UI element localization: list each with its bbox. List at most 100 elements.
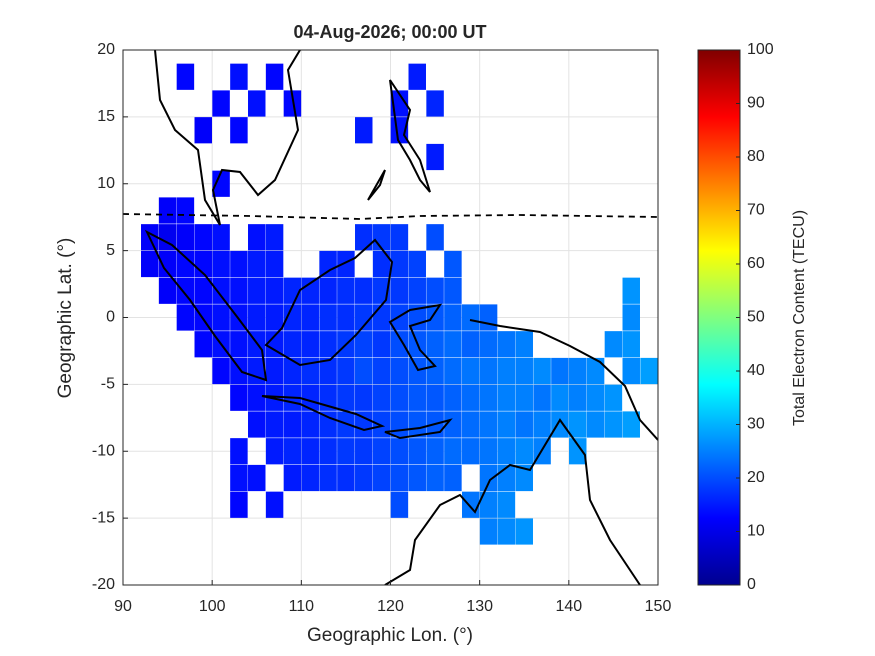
tec-cell (497, 357, 516, 385)
tec-cell (426, 464, 444, 492)
tec-cell (604, 331, 623, 358)
coast-borneo (264, 238, 394, 367)
tec-cell (319, 277, 337, 304)
colorbar-tick-label: 70 (747, 202, 765, 219)
tec-cell (230, 464, 248, 492)
tec-cell (158, 197, 177, 224)
tec-cell (479, 438, 498, 465)
tec-cell (230, 384, 248, 411)
tec-cell (426, 331, 444, 358)
tec-cell (479, 357, 498, 385)
coast-palawan (367, 169, 386, 201)
tec-cell (408, 63, 426, 90)
tec-cell (283, 331, 302, 358)
tec-cell (515, 331, 533, 358)
colorbar-tick-label: 60 (747, 255, 765, 272)
tec-cell (194, 331, 212, 358)
tec-cell (301, 464, 319, 492)
tec-cell (444, 331, 462, 358)
tec-cell (337, 250, 355, 278)
tec-cell (283, 411, 302, 438)
tec-cell (408, 357, 426, 385)
tec-cell (194, 117, 212, 144)
coast-sumatra (144, 229, 268, 382)
tec-cell (248, 277, 266, 304)
tec-cell (265, 250, 284, 278)
tec-cell (355, 384, 373, 411)
colorbar-tick-label: 30 (747, 416, 765, 433)
tec-cell (176, 224, 195, 251)
tec-cell (158, 277, 177, 304)
tec-cell (444, 384, 462, 411)
tec-cell (462, 411, 480, 438)
tec-cell (230, 491, 248, 518)
tec-cell (283, 90, 302, 117)
tec-cell (533, 384, 551, 411)
tec-cell (212, 277, 230, 304)
tec-cell (265, 331, 284, 358)
tec-cell (319, 304, 337, 331)
tec-cell (248, 250, 266, 278)
tec-cell (551, 384, 569, 411)
tec-cell (497, 438, 516, 465)
tec-cell (337, 304, 355, 331)
tec-cell (604, 384, 623, 411)
tec-cell (390, 277, 409, 304)
tec-cell (462, 331, 480, 358)
tec-cell (479, 384, 498, 411)
coast-sulawesi (388, 303, 443, 372)
tec-cell (230, 277, 248, 304)
tec-cell (515, 384, 533, 411)
tec-cell (265, 438, 284, 465)
colorbar-tick-label: 80 (747, 148, 765, 165)
tec-cell (408, 384, 426, 411)
tec-cell (586, 357, 605, 385)
tec-cell (176, 63, 195, 90)
tec-cell (462, 384, 480, 411)
y-tick-label: 0 (106, 309, 115, 326)
tec-cell (444, 411, 462, 438)
x-tick-label: 110 (289, 598, 315, 615)
y-tick-label: 5 (106, 242, 115, 259)
tec-cell (230, 438, 248, 465)
colorbar-tick-label: 50 (747, 309, 765, 326)
coast-java (261, 395, 386, 432)
tec-cell (301, 331, 319, 358)
tec-cell (569, 411, 587, 438)
coast-philippines (389, 79, 431, 193)
tec-cell (390, 224, 409, 251)
tec-cell (265, 63, 284, 90)
tec-cell (372, 438, 391, 465)
tec-cell (248, 224, 266, 251)
tec-cell (372, 464, 391, 492)
tec-cell (462, 438, 480, 465)
tec-cell (569, 438, 587, 465)
tec-cell (176, 304, 195, 331)
tec-cell (515, 464, 533, 492)
tec-cell (426, 224, 444, 251)
tec-cell (301, 304, 319, 331)
tec-cell (355, 411, 373, 438)
tec-cell (372, 224, 391, 251)
tec-cell (444, 438, 462, 465)
tec-cell (479, 491, 498, 518)
tec-cell (355, 438, 373, 465)
y-tick-label: -10 (92, 442, 115, 459)
tec-cell (230, 331, 248, 358)
tec-cell (194, 277, 212, 304)
tec-cell (390, 357, 409, 385)
tec-cell (622, 411, 640, 438)
tec-cell (230, 250, 248, 278)
tec-cell (622, 304, 640, 331)
tec-cell (355, 357, 373, 385)
tec-cell (390, 438, 409, 465)
tec-cell (390, 331, 409, 358)
tec-cell (426, 384, 444, 411)
chart-title: 04-Aug-2026; 00:00 UT (293, 22, 486, 42)
tec-cell (444, 250, 462, 278)
tec-cell (283, 438, 302, 465)
tec-cell (622, 277, 640, 304)
tec-cell (444, 277, 462, 304)
tec-cell (212, 224, 230, 251)
tec-cell (426, 438, 444, 465)
